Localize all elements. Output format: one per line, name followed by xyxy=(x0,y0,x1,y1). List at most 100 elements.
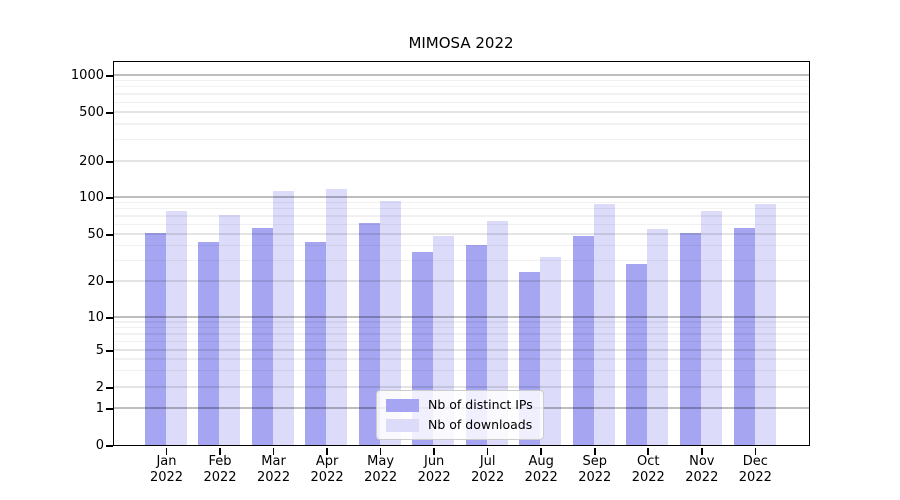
bar-downloads-jan xyxy=(165,210,187,445)
x-tick-mark-mar xyxy=(272,447,275,455)
x-tick-year-oct: 2022 xyxy=(631,469,665,485)
x-tick-year-jun: 2022 xyxy=(417,469,451,485)
y-tick-mark-1000 xyxy=(106,75,113,77)
x-tick-label-mar: Mar 2022 xyxy=(244,454,304,486)
x-tick-year-apr: 2022 xyxy=(310,469,344,485)
chart-title: MIMOSA 2022 xyxy=(408,34,514,52)
x-tick-mark-nov xyxy=(701,447,703,455)
x-tick-mark-dec xyxy=(754,447,757,455)
x-tick-month-may: May xyxy=(367,453,395,469)
x-tick-month-dec: Dec xyxy=(742,453,768,469)
legend-item-distinct-ips: Nb of distinct IPs xyxy=(386,398,533,412)
y-tick-label-10: 10 xyxy=(87,309,104,325)
x-tick-month-nov: Nov xyxy=(689,453,715,469)
bar-downloads-oct xyxy=(647,228,669,445)
x-tick-month-jun: Jun xyxy=(423,453,445,469)
x-tick-mark-jul xyxy=(486,447,489,455)
y-tick-label-1: 1 xyxy=(95,400,104,416)
x-tick-mark-aug xyxy=(540,447,542,455)
legend-label-downloads: Nb of downloads xyxy=(428,417,533,432)
x-tick-mark-jun xyxy=(433,447,435,455)
x-tick-month-feb: Feb xyxy=(208,453,232,469)
legend: Nb of distinct IPs Nb of downloads xyxy=(376,390,544,440)
legend-swatch-downloads xyxy=(386,418,419,432)
x-tick-label-aug: Aug 2022 xyxy=(511,454,571,486)
x-tick-label-may: May 2022 xyxy=(351,454,411,486)
y-tick-mark-0 xyxy=(106,445,113,447)
bar-distinct-ips-dec xyxy=(733,227,755,445)
y-tick-mark-1 xyxy=(106,408,113,410)
x-tick-year-jul: 2022 xyxy=(471,469,505,485)
x-tick-mark-sep xyxy=(593,447,596,455)
y-tick-mark-500 xyxy=(106,112,113,114)
x-tick-month-jan: Jan xyxy=(156,453,177,469)
x-tick-month-oct: Oct xyxy=(637,453,660,469)
x-tick-year-jan: 2022 xyxy=(149,469,184,485)
y-tick-mark-2 xyxy=(106,387,113,389)
bar-downloads-jul xyxy=(486,220,508,445)
legend-label-distinct-ips: Nb of distinct IPs xyxy=(428,397,533,412)
x-tick-year-feb: 2022 xyxy=(203,469,237,485)
x-tick-label-jan: Jan 2022 xyxy=(137,454,197,486)
x-tick-label-jun: Jun 2022 xyxy=(404,454,464,486)
y-tick-label-100: 100 xyxy=(79,189,104,205)
x-tick-year-mar: 2022 xyxy=(257,469,291,485)
x-tick-label-oct: Oct 2022 xyxy=(618,454,678,486)
x-tick-label-nov: Nov 2022 xyxy=(672,454,732,486)
x-tick-label-jul: Jul 2022 xyxy=(458,454,518,486)
x-tick-label-dec: Dec 2022 xyxy=(725,454,785,486)
x-tick-mark-feb xyxy=(219,447,221,455)
x-tick-label-apr: Apr 2022 xyxy=(297,454,357,486)
bar-distinct-ips-nov xyxy=(680,232,701,445)
bar-distinct-ips-mar xyxy=(251,227,273,445)
y-tick-mark-50 xyxy=(106,234,113,236)
x-tick-mark-apr xyxy=(326,447,328,455)
y-tick-label-50: 50 xyxy=(87,226,104,242)
y-tick-label-5: 5 xyxy=(95,342,104,358)
y-tick-label-20: 20 xyxy=(87,273,104,289)
y-tick-mark-20 xyxy=(106,281,113,283)
x-tick-mark-may xyxy=(379,447,382,455)
bar-downloads-aug xyxy=(540,256,562,445)
y-tick-label-500: 500 xyxy=(79,104,104,120)
x-tick-label-feb: Feb 2022 xyxy=(190,454,250,486)
bar-downloads-apr xyxy=(326,189,348,445)
bar-downloads-mar xyxy=(272,190,294,445)
y-tick-mark-10 xyxy=(106,317,113,319)
bar-distinct-ips-feb xyxy=(198,241,220,445)
y-tick-label-200: 200 xyxy=(79,153,104,169)
bars-layer xyxy=(114,62,809,445)
x-tick-mark-jan xyxy=(165,447,168,455)
x-tick-month-sep: Sep xyxy=(582,453,607,469)
bar-distinct-ips-may xyxy=(358,223,380,445)
bar-distinct-ips-oct xyxy=(626,263,648,445)
y-tick-label-0: 0 xyxy=(95,437,104,453)
plot-area: Nb of distinct IPs Nb of downloads xyxy=(113,61,810,446)
bar-distinct-ips-apr xyxy=(305,241,327,445)
bar-downloads-feb xyxy=(219,215,241,445)
bar-distinct-ips-jan xyxy=(144,232,166,445)
x-tick-label-sep: Sep 2022 xyxy=(565,454,625,486)
y-tick-mark-100 xyxy=(106,197,113,199)
y-tick-mark-5 xyxy=(106,350,113,352)
bar-downloads-nov xyxy=(701,210,722,445)
bar-downloads-dec xyxy=(754,203,776,445)
x-tick-year-may: 2022 xyxy=(364,469,398,485)
y-tick-label-1000: 1000 xyxy=(70,67,104,83)
x-tick-month-aug: Aug xyxy=(528,453,554,469)
x-tick-month-mar: Mar xyxy=(261,453,286,469)
x-tick-month-jul: Jul xyxy=(479,453,496,469)
legend-swatch-distinct-ips xyxy=(386,398,419,412)
x-tick-year-nov: 2022 xyxy=(685,469,719,485)
x-tick-month-apr: Apr xyxy=(315,453,339,469)
y-tick-label-2: 2 xyxy=(95,379,104,395)
legend-item-downloads: Nb of downloads xyxy=(386,418,533,432)
bar-distinct-ips-sep xyxy=(572,236,594,445)
x-tick-year-sep: 2022 xyxy=(578,469,612,485)
bar-downloads-may xyxy=(379,200,401,445)
bar-downloads-sep xyxy=(593,203,615,445)
y-tick-mark-200 xyxy=(106,161,113,163)
x-tick-year-dec: 2022 xyxy=(738,469,772,485)
x-tick-mark-oct xyxy=(647,447,650,455)
